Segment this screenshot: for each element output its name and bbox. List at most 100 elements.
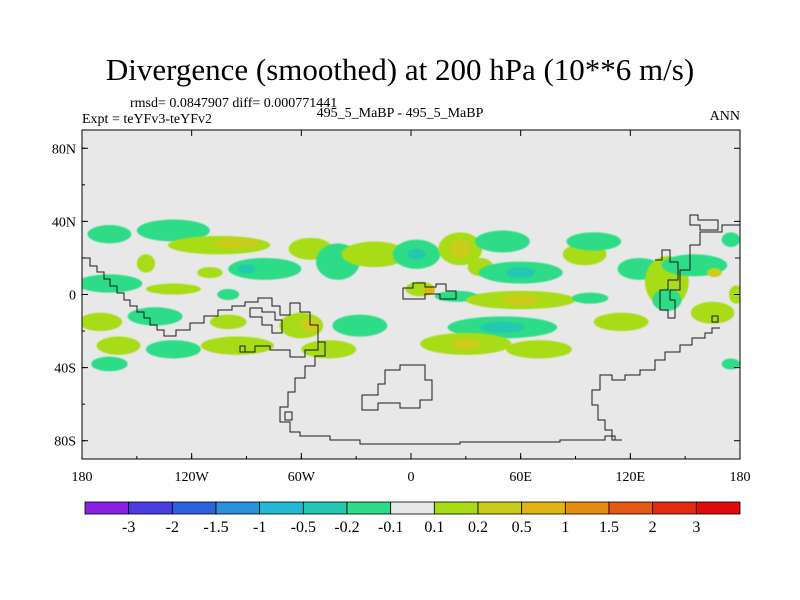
anomaly-blob-45 [593,312,649,332]
colorbar-label-1: -2 [166,519,179,536]
anomaly-blob-49 [200,336,274,355]
anomaly-blob-34 [571,292,609,304]
x-tick-label-4: 60E [509,470,532,485]
anomaly-blob-48 [145,340,201,359]
coastlines [83,214,740,445]
y-tick-label-0: 80N [52,142,76,157]
anomaly-blob-6 [228,257,302,280]
colorbar-box-1 [128,501,173,515]
colorbar-box-5 [302,501,348,515]
anomaly-blob-33 [502,294,539,306]
x-tick-label-0: 180 [72,470,93,485]
anomaly-blob-44 [480,321,525,333]
anomaly-blob-37 [82,312,123,332]
plot-title: Divergence (smoothed) at 200 hPa (10**6 … [105,52,695,87]
anomaly-blob-24 [707,267,722,278]
colorbar-box-10 [521,501,566,515]
anomaly-blob-3 [215,237,260,249]
anomaly-blob-26 [82,274,143,293]
coast-small-island-1 [239,345,246,353]
coast-central-america [249,307,283,334]
anomaly-blob-42 [332,314,388,337]
anomaly-blob-5 [197,267,223,279]
colorbar-box-3 [215,501,261,515]
experiment-label: Expt = teYFv3-teYFv2 [82,112,212,127]
coast-africa-north [402,282,457,300]
coast-japan [689,214,719,231]
coast-south-america-east [245,341,325,358]
colorbar-label-3: -1 [253,519,266,536]
colorbar: -3 -2 -1.5 -1 -0.5 -0.2 -0.1 0.1 0.2 0.5 1 1.5 2 3 [84,501,741,536]
x-tick-label-3: 0 [408,470,415,485]
anomaly-blob-12 [407,248,426,260]
anomaly-blob-39 [209,314,247,330]
x-tick-label-5: 120E [616,470,646,485]
colorbar-box-2 [171,501,217,515]
colorbar-box-14 [695,501,741,515]
colorbar-label-12: 2 [649,519,657,536]
y-tick-label-3: 40S [54,362,76,377]
colorbar-box-6 [346,501,392,515]
colorbar-box-9 [477,501,523,515]
colorbar-label-2: -1.5 [203,519,228,536]
anomaly-blob-50 [301,340,357,359]
anomaly-blob-30 [423,287,435,295]
anomaly-blob-15 [474,230,530,253]
anomaly-blob-1 [136,219,210,242]
anomaly-blob-47 [96,336,141,355]
colorbar-box-13 [652,501,697,515]
x-tick-label-2: 60W [288,470,316,485]
x-tick-label-6: 180 [730,470,751,485]
anomaly-blob-54 [91,356,128,372]
anomaly-blob-38 [127,307,183,326]
colorbar-box-12 [608,501,654,515]
colorbar-label-0: -3 [122,519,135,536]
colorbar-box-4 [259,501,304,515]
anomaly-blob-52 [451,338,481,350]
colorbar-label-4: -0.5 [291,519,316,536]
anomaly-layer [82,219,740,372]
coast-small-island-3 [711,315,719,323]
colorbar-box-8 [433,501,479,515]
anomaly-blob-53 [506,340,572,359]
colorbar-box-0 [84,501,130,515]
y-tick-label-4: 80S [54,435,76,450]
colorbar-label-6: -0.1 [378,519,403,536]
colorbar-box-11 [564,501,610,515]
x-axis: 180 120W 60W 0 60E 120E 180 [72,130,751,485]
anomaly-blob-41 [301,318,320,333]
coast-asia-east [655,224,740,319]
anomaly-blob-55 [721,358,740,370]
y-tick-label-1: 40N [52,215,76,230]
anomaly-blob-27 [145,283,201,295]
coast-australia-west [591,327,720,441]
colorbar-label-8: 0.2 [468,519,488,536]
season-label: ANN [709,109,740,124]
anomaly-blob-25 [721,232,740,247]
case-label: 495_5_MaBP - 495_5_MaBP [316,106,484,121]
anomaly-blob-7 [237,264,256,274]
anomaly-blob-20 [566,232,622,251]
anomaly-blob-28 [217,289,240,300]
colorbar-label-7: 0.1 [424,519,444,536]
anomaly-blob-18 [506,267,536,279]
y-axis: 80N 40N 0 40S 80S [52,142,740,450]
coast-small-island-2 [284,411,293,421]
colorbar-label-5: -0.2 [334,519,359,536]
anomaly-blob-4 [136,254,156,273]
colorbar-label-11: 1.5 [599,519,619,536]
colorbar-label-10: 1 [561,519,569,536]
anomaly-blob-46 [690,301,735,324]
colorbar-label-9: 0.5 [512,519,532,536]
coast-antarctic-peninsula [361,364,433,411]
anomaly-blob-10 [341,241,408,268]
anomaly-blob-14 [449,239,472,258]
coast-americas [83,257,622,445]
anomaly-blob-0 [87,225,132,244]
colorbar-box-7 [390,501,435,515]
colorbar-label-13: 3 [692,519,700,536]
stats-text: rmsd= 0.0847907 diff= 0.000771441 [130,96,338,111]
anomaly-blob-35 [652,289,682,311]
y-tick-label-2: 0 [69,289,76,304]
